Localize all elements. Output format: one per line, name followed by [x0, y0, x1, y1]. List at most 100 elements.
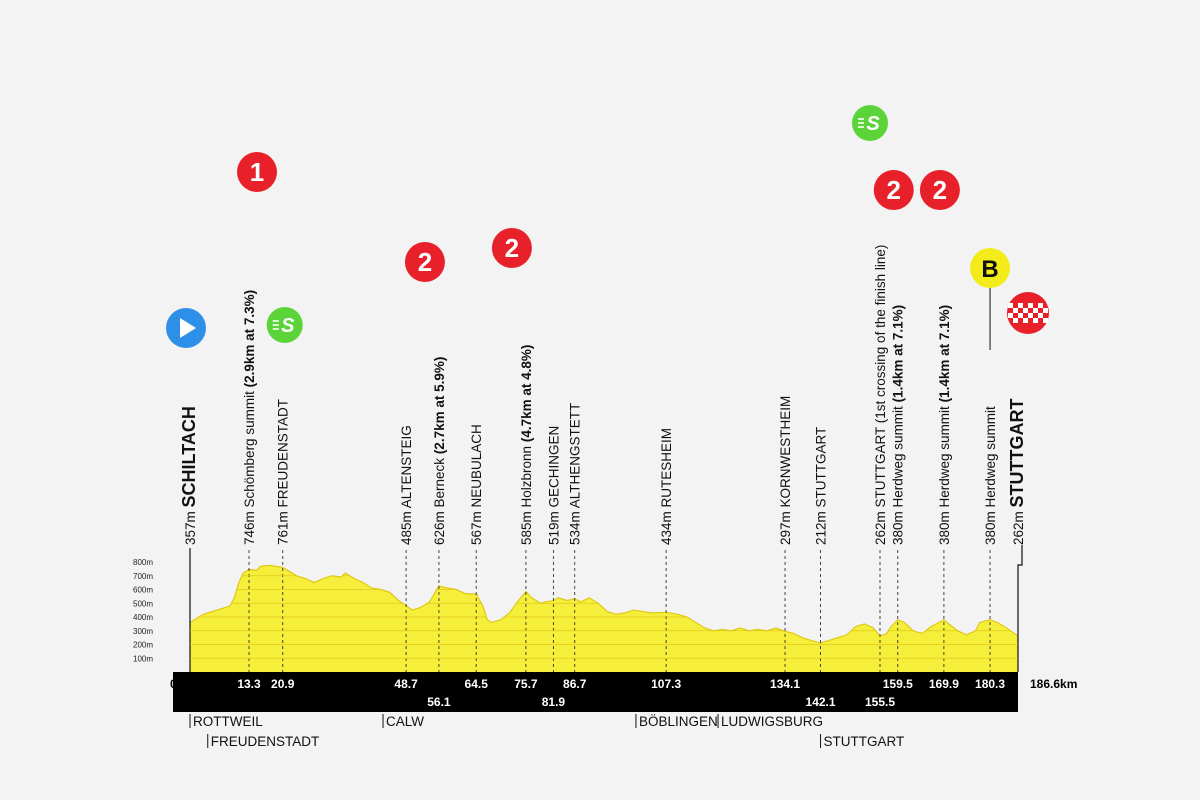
- sprint-icon: S: [852, 105, 888, 141]
- checkpoint-label: 262m STUTTGART (1st crossing of the fini…: [873, 245, 888, 545]
- checkpoint-climb-detail: (2.9km at 7.3%): [242, 290, 257, 391]
- y-tick-label: 100m: [133, 654, 153, 663]
- distance-band: [173, 672, 1018, 712]
- checkpoint-label: 626m Berneck (2.7km at 5.9%): [432, 357, 447, 545]
- distance-origin-label: 0: [170, 677, 177, 691]
- y-tick-label: 500m: [133, 599, 153, 608]
- checker-square: [1013, 308, 1018, 313]
- distance-total-label: 186.6km: [1030, 677, 1077, 691]
- checker-square: [1013, 318, 1018, 323]
- checkpoint-altitude: 746m: [242, 507, 257, 545]
- y-tick-label: 700m: [133, 572, 153, 581]
- checker-square: [1043, 308, 1048, 313]
- checkpoint-climb-detail: (1.4km at 7.1%): [891, 305, 906, 406]
- checkpoint-label: 297m KORNWESTHEIM: [778, 396, 793, 545]
- checkpoint-label: 380m Herdweg summit: [983, 406, 998, 545]
- checker-square: [1008, 303, 1013, 308]
- checkpoint-altitude: 434m: [659, 507, 674, 545]
- cat-2-icon: 2: [873, 170, 914, 210]
- checkpoint-name: Herdweg summit: [891, 406, 906, 508]
- checkpoint-label: 746m Schömberg summit (2.9km at 7.3%): [242, 290, 257, 545]
- sprint-circle: [266, 307, 303, 343]
- km-label: 48.7: [394, 677, 418, 691]
- km-label: 159.5: [883, 677, 913, 691]
- checkpoint-name: Herdweg summit: [937, 406, 952, 508]
- km-label: 169.9: [929, 677, 959, 691]
- town-label: BÖBLINGEN: [639, 714, 718, 729]
- start-icon: [166, 308, 206, 348]
- checker-square: [1018, 313, 1023, 318]
- checkpoint-name: ALTHENGSTETT: [568, 403, 583, 509]
- checkpoint-marker-lines: [189, 545, 1023, 672]
- bonus-icon: B: [970, 248, 1011, 350]
- town-label: LUDWIGSBURG: [721, 714, 823, 729]
- y-tick-label: 300m: [133, 627, 153, 636]
- y-tick-label: 800m: [133, 558, 153, 567]
- bonus-circle: [970, 248, 1011, 288]
- checkpoint-label: 519m GECHINGEN: [546, 426, 561, 545]
- sprint-circle: [852, 105, 888, 141]
- y-tick-label: 600m: [133, 586, 153, 595]
- checkpoint-altitude: 212m: [814, 507, 829, 545]
- town-label: FREUDENSTADT: [211, 734, 320, 749]
- km-label: 180.3: [975, 677, 1005, 691]
- checkpoint-altitude: 485m: [399, 508, 414, 545]
- checkpoint-label: 534m ALTHENGSTETT: [568, 403, 583, 545]
- y-tick-label: 400m: [133, 613, 153, 622]
- checkpoint-altitude: 585m: [519, 507, 534, 545]
- checkpoint-altitude: 262m: [873, 507, 888, 545]
- checkpoint-name: NEUBULACH: [469, 424, 484, 507]
- elevation-profile-area: [190, 565, 1018, 672]
- km-label: 86.7: [563, 677, 587, 691]
- checkpoint-altitude: 534m: [568, 508, 583, 545]
- checker-square: [1023, 318, 1028, 323]
- checker-square: [1043, 318, 1048, 323]
- checker-square: [1018, 303, 1023, 308]
- finish-vertical-line: [1017, 545, 1023, 672]
- checkpoint-altitude: 380m: [983, 507, 998, 545]
- cat-2-icon: 2: [919, 170, 960, 210]
- checkpoint-label: 262m STUTTGART: [1007, 398, 1027, 545]
- climb-category: 2: [887, 175, 901, 205]
- checkpoint-name: GECHINGEN: [546, 426, 561, 508]
- checkpoint-altitude: 519m: [546, 507, 561, 545]
- cat-1-icon: 1: [237, 152, 278, 192]
- checkpoint-climb-detail: (2.7km at 5.9%): [432, 357, 447, 458]
- checkpoint-label: 485m ALTENSTEIG: [399, 425, 414, 545]
- climb-category: 2: [418, 247, 432, 277]
- climb-circle: [919, 170, 960, 210]
- climb-category: 2: [933, 175, 947, 205]
- checkpoint-altitude: 297m: [778, 507, 793, 545]
- checkpoint-name: ALTENSTEIG: [399, 425, 414, 508]
- checkpoint-climb-detail: (4.7km at 4.8%): [519, 345, 534, 446]
- checkpoint-name: Holzbronn: [519, 446, 534, 508]
- cat-2-icon: 2: [491, 228, 532, 268]
- checkpoint-label: 585m Holzbronn (4.7km at 4.8%): [519, 345, 534, 545]
- play-triangle: [180, 318, 196, 338]
- checkpoint-altitude: 626m: [432, 507, 447, 545]
- checkpoint-name: STUTTGART: [814, 427, 829, 508]
- checker-square: [1008, 313, 1013, 318]
- checkpoint-altitude: 380m: [937, 507, 952, 545]
- km-label: 13.3: [237, 677, 261, 691]
- checkpoint-label: 357m SCHILTACH: [179, 406, 199, 545]
- checkpoint-label: 567m NEUBULACH: [469, 424, 484, 545]
- km-label: 56.1: [427, 695, 451, 709]
- climb-circle: [237, 152, 278, 192]
- checkpoint-altitude: 357m: [183, 507, 198, 545]
- checker-square: [1038, 303, 1043, 308]
- checkpoint-name: RUTESHEIM: [659, 428, 674, 508]
- checkpoint-altitude: 567m: [469, 507, 484, 545]
- climb-circle: [491, 228, 532, 268]
- climb-category: 1: [250, 157, 264, 187]
- climb-category: 2: [505, 233, 519, 263]
- sprint-letter: S: [866, 113, 880, 135]
- towns-below-profile: ROTTWEIL FREUDENSTADT CALW BÖBLINGEN LUDWIGS…: [189, 714, 904, 749]
- checker-square: [1033, 308, 1038, 313]
- checkpoint-name: Schömberg summit: [242, 391, 257, 508]
- checkpoint-name: FREUDENSTADT: [276, 399, 291, 508]
- y-tick-label: 200m: [133, 641, 153, 650]
- checkpoint-altitude: 380m: [891, 507, 906, 545]
- finish-icon: [1007, 292, 1049, 334]
